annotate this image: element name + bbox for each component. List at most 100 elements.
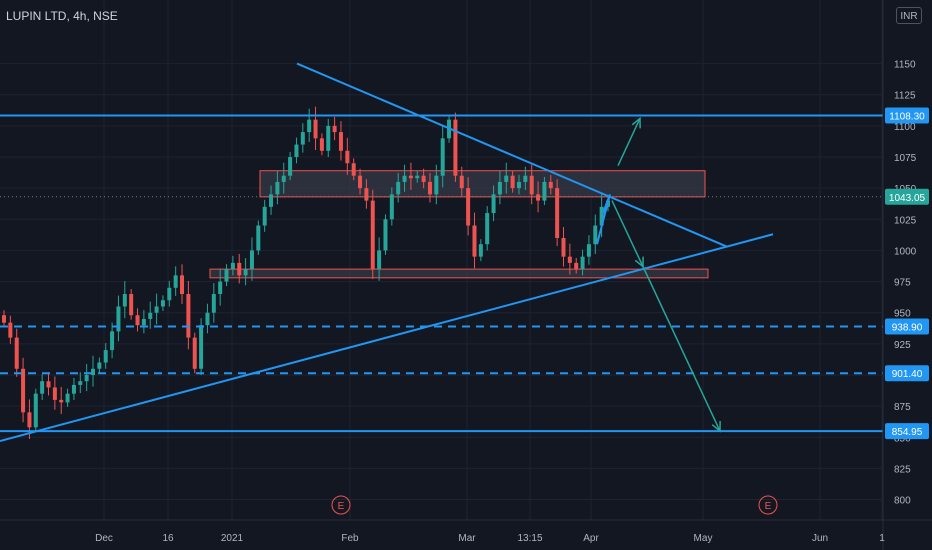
- candle-body: [27, 412, 32, 428]
- y-tick-label: 950: [894, 309, 911, 320]
- earnings-marker-label: E: [765, 501, 772, 512]
- candle-body: [78, 381, 83, 385]
- candle-body: [307, 119, 312, 133]
- candle-body: [542, 181, 547, 201]
- price-label-box: [885, 318, 929, 335]
- candle-body: [396, 181, 401, 195]
- candle-body: [561, 237, 566, 257]
- price-label-box: [885, 107, 929, 124]
- candle-body: [97, 362, 102, 369]
- candle-body: [523, 175, 528, 182]
- currency-badge[interactable]: INR: [896, 7, 922, 24]
- price-label: 1043.05: [889, 193, 926, 204]
- candle-body: [103, 350, 108, 363]
- descending-trendline: [296, 62, 728, 248]
- y-tick-label: 1150: [894, 60, 916, 71]
- earnings-marker-label: E: [338, 501, 345, 512]
- earnings-marker[interactable]: [331, 495, 351, 515]
- candle-body: [14, 337, 19, 369]
- candle-body: [377, 250, 382, 270]
- candle-body: [275, 181, 280, 195]
- candle-body: [211, 294, 216, 313]
- y-tick-label: 1025: [894, 215, 917, 226]
- y-tick-label: 1000: [894, 246, 917, 257]
- candle-body: [326, 125, 331, 151]
- symbol-title: LUPIN LTD, 4h, NSE: [6, 9, 118, 23]
- candle-body: [281, 175, 286, 182]
- price-label-box: [885, 188, 929, 205]
- candle-body: [504, 175, 509, 182]
- upside-arrow-head: [631, 116, 641, 129]
- y-tick-label: 875: [894, 402, 911, 413]
- candle-body: [586, 244, 591, 257]
- candle-body: [459, 175, 464, 189]
- candle-body: [453, 119, 458, 176]
- y-tick-label: 800: [894, 496, 911, 507]
- candle-body: [466, 188, 471, 226]
- candle-body: [319, 138, 324, 151]
- x-tick-label: 16: [162, 533, 174, 544]
- candle-body: [580, 256, 585, 270]
- candle-body: [516, 181, 521, 189]
- y-tick-label: 1100: [894, 122, 916, 133]
- candle-body: [167, 287, 172, 301]
- x-tick-label: May: [694, 533, 713, 544]
- candle-body: [548, 181, 553, 189]
- candle-body: [180, 275, 185, 295]
- candle-body: [199, 325, 204, 369]
- candle-body: [129, 294, 134, 316]
- candle-body: [154, 306, 159, 313]
- candle-body: [510, 175, 515, 189]
- y-tick-label: 1125: [894, 91, 916, 102]
- candle-body: [491, 194, 496, 214]
- candle-body: [402, 175, 407, 182]
- candle-body: [192, 337, 197, 369]
- candle-body: [243, 269, 248, 276]
- candle-body: [84, 374, 89, 382]
- candle-body: [408, 175, 413, 179]
- candle-body: [46, 381, 51, 388]
- candle-body: [351, 163, 356, 176]
- x-tick-label: 13:15: [517, 533, 542, 544]
- candle-body: [262, 206, 267, 226]
- candle-body: [574, 262, 579, 270]
- candle-body: [370, 200, 375, 270]
- x-tick-label: Jun: [812, 533, 828, 544]
- candle-body: [237, 262, 242, 276]
- candle-body: [205, 312, 210, 326]
- candle-body: [110, 331, 115, 351]
- candle-body: [427, 181, 432, 195]
- candle-body: [141, 318, 146, 326]
- x-tick-label: Apr: [583, 533, 599, 544]
- candle-body: [288, 157, 293, 176]
- candle-body: [599, 206, 604, 226]
- candle-body: [148, 312, 153, 319]
- price-label-box: [885, 365, 929, 382]
- candle-body: [249, 250, 254, 270]
- price-label: 938.90: [892, 323, 923, 334]
- downside-arrow: [642, 266, 721, 432]
- candle-body: [536, 194, 541, 201]
- candle-body: [116, 306, 121, 332]
- candle-body: [389, 194, 394, 220]
- pullback-arrow: [611, 200, 644, 267]
- candle-body: [160, 300, 165, 307]
- x-tick-label: 1: [879, 533, 885, 544]
- candle-body: [485, 213, 490, 245]
- candle-body: [593, 225, 598, 245]
- candle-body: [364, 188, 369, 201]
- candle-body: [358, 175, 363, 189]
- candle-body: [421, 175, 426, 182]
- y-tick-label: 975: [894, 278, 911, 289]
- candle-body: [218, 281, 223, 295]
- candle-body: [555, 188, 560, 238]
- candle-body: [91, 368, 96, 375]
- x-tick-label: Dec: [95, 533, 113, 544]
- earnings-marker[interactable]: [758, 495, 778, 515]
- y-tick-label: 925: [894, 340, 911, 351]
- support-zone: [209, 268, 709, 279]
- candle-body: [135, 315, 140, 326]
- candle-body: [122, 294, 127, 307]
- candle-body: [300, 132, 305, 145]
